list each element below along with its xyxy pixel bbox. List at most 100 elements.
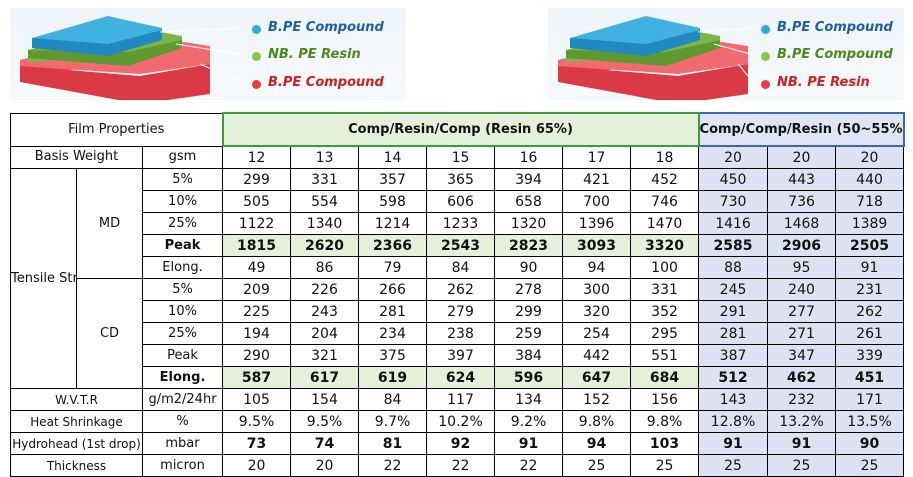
layer-2-bullet-icon xyxy=(252,52,261,61)
value-cell: 20 xyxy=(222,454,292,477)
value-cell: 25 xyxy=(835,454,905,477)
value-cell: 25 xyxy=(698,454,769,477)
value-cell: 262 xyxy=(426,278,496,301)
film-properties-table: Film Properties Comp/Resin/Comp (Resin 65… xyxy=(9,112,905,477)
value-cell: 357 xyxy=(358,168,428,191)
value-cell: 2906 xyxy=(767,234,837,257)
sub-row-label: Peak xyxy=(141,344,224,367)
value-cell: 2366 xyxy=(358,234,428,257)
value-cell: 18 xyxy=(630,145,700,169)
value-cell: 551 xyxy=(630,344,700,367)
table-row: 25% 1122 1340 1214 1233 1320 1396 1470 1416 1468 1… xyxy=(11,212,905,235)
value-cell: 1233 xyxy=(426,212,496,235)
value-cell: 226 xyxy=(290,278,360,301)
layer-2-bullet-icon xyxy=(761,52,770,61)
table-row: Thickness micron 20 20 22 22 22 25 25 25 25 25 xyxy=(10,454,905,477)
layer-2-label: NB. PE Resin xyxy=(268,47,361,62)
table-row: 10% 225 243 281 279 299 320 352 291 277 262 xyxy=(11,300,905,323)
value-cell: 12.8% xyxy=(698,410,769,433)
value-cell: 291 xyxy=(698,300,769,323)
md-label: MD xyxy=(76,168,143,279)
layer-1-bullet-icon xyxy=(252,25,261,34)
value-cell: 1340 xyxy=(290,212,360,235)
value-cell: 2620 xyxy=(290,234,360,257)
unit-cell: gsm xyxy=(141,145,224,169)
film-properties-header: Film Properties xyxy=(9,112,224,147)
value-cell: 91 xyxy=(835,256,905,279)
layer-diagram-right: B.PE Compound B.PE Compound NB. PE Resin xyxy=(548,8,904,100)
tensile-strength-label: Tensile Strength (gf/1") xyxy=(10,168,77,389)
value-cell: 154 xyxy=(290,388,360,411)
layer-3-bullet-icon xyxy=(761,80,770,89)
value-cell: 1389 xyxy=(835,212,905,235)
value-cell: 94 xyxy=(562,432,632,455)
value-cell: 20 xyxy=(290,454,360,477)
value-cell: 746 xyxy=(630,190,700,213)
row-label: Heat Shrinkage xyxy=(10,410,143,433)
value-cell: 22 xyxy=(358,454,428,477)
value-cell: 2505 xyxy=(835,234,905,257)
value-cell: 331 xyxy=(290,168,360,191)
sub-row-label: Elong. xyxy=(141,256,224,279)
value-cell: 421 xyxy=(562,168,632,191)
value-cell: 384 xyxy=(494,344,564,367)
table-row: Elong. 49 86 79 84 90 94 100 88 95 91 xyxy=(11,256,905,279)
layer-3-bullet-icon xyxy=(252,80,261,89)
laminate-illustration-right xyxy=(558,16,755,100)
value-cell: 16 xyxy=(494,145,564,169)
value-cell: 204 xyxy=(290,322,360,345)
value-cell: 243 xyxy=(290,300,360,323)
value-cell: 105 xyxy=(222,388,292,411)
value-cell: 1214 xyxy=(358,212,428,235)
value-cell: 88 xyxy=(698,256,769,279)
value-cell: 617 xyxy=(290,366,360,389)
value-cell: 117 xyxy=(426,388,496,411)
value-cell: 94 xyxy=(562,256,632,279)
unit-cell: % xyxy=(141,410,224,433)
value-cell: 156 xyxy=(630,388,700,411)
table-row: Elong. 587 617 619 624 596 647 684 512 462 451 xyxy=(11,366,905,389)
value-cell: 49 xyxy=(222,256,292,279)
value-cell: 9.2% xyxy=(494,410,564,433)
value-cell: 278 xyxy=(494,278,564,301)
value-cell: 79 xyxy=(358,256,428,279)
value-cell: 143 xyxy=(698,388,769,411)
sub-row-label: 10% xyxy=(141,300,224,323)
value-cell: 22 xyxy=(426,454,496,477)
value-cell: 90 xyxy=(835,432,905,455)
value-cell: 1122 xyxy=(222,212,292,235)
group-blue-header: Comp/Comp/Resin (50~55%) xyxy=(697,112,905,147)
value-cell: 152 xyxy=(562,388,632,411)
value-cell: 658 xyxy=(494,190,564,213)
table-row: Peak 290 321 375 397 384 442 551 387 347 339 xyxy=(11,344,905,367)
value-cell: 92 xyxy=(426,432,496,455)
value-cell: 2823 xyxy=(494,234,564,257)
value-cell: 231 xyxy=(835,278,905,301)
value-cell: 1416 xyxy=(698,212,769,235)
value-cell: 596 xyxy=(494,366,564,389)
value-cell: 442 xyxy=(562,344,632,367)
value-cell: 2585 xyxy=(698,234,769,257)
unit-cell: g/m2/24hr xyxy=(141,388,224,411)
value-cell: 281 xyxy=(698,322,769,345)
value-cell: 25 xyxy=(630,454,700,477)
table-row: Heat Shrinkage% 9.5% 9.5% 9.7% 10.2% 9.2% 9.8%… xyxy=(10,410,905,433)
value-cell: 339 xyxy=(835,344,905,367)
value-cell: 352 xyxy=(630,300,700,323)
value-cell: 234 xyxy=(358,322,428,345)
value-cell: 17 xyxy=(562,145,632,169)
value-cell: 279 xyxy=(426,300,496,323)
value-cell: 505 xyxy=(222,190,292,213)
table-row: CD 5% 209 226 266 262 278 300 331 245 240 231 xyxy=(11,278,905,389)
value-cell: 254 xyxy=(562,322,632,345)
value-cell: 91 xyxy=(767,432,837,455)
value-cell: 365 xyxy=(426,168,496,191)
value-cell: 10.2% xyxy=(426,410,496,433)
sub-row-label: Elong. xyxy=(141,366,224,389)
value-cell: 1320 xyxy=(494,212,564,235)
table-row: 10% 505 554 598 606 658 700 746 730 736 718 xyxy=(11,190,905,213)
sub-row-label: 10% xyxy=(141,190,224,213)
value-cell: 647 xyxy=(562,366,632,389)
value-cell: 619 xyxy=(358,366,428,389)
value-cell: 232 xyxy=(767,388,837,411)
